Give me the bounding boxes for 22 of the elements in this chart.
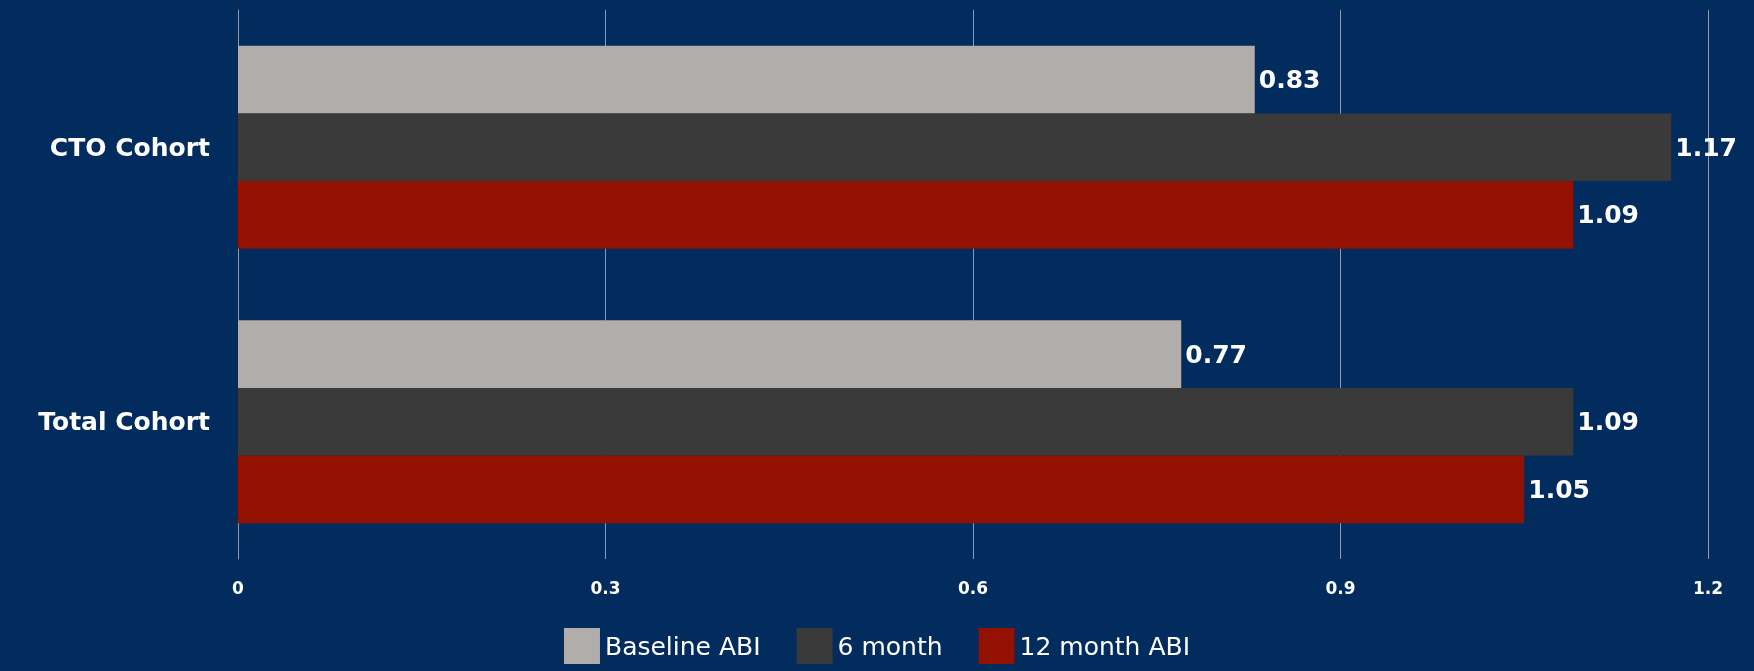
bar xyxy=(238,455,1525,524)
bar xyxy=(238,45,1255,114)
legend-label: Baseline ABI xyxy=(604,631,761,661)
bar xyxy=(238,181,1574,249)
bar xyxy=(238,320,1182,388)
legend-label: 12 month ABI xyxy=(1019,631,1191,661)
x-tick-label: 0.6 xyxy=(957,577,989,598)
legend-label: 6 month xyxy=(837,631,943,661)
data-label: 1.17 xyxy=(1675,132,1737,162)
data-label: 0.83 xyxy=(1258,65,1321,95)
x-tick-label: 0.9 xyxy=(1325,577,1356,598)
data-label: 1.05 xyxy=(1528,474,1590,504)
data-label: 1.09 xyxy=(1577,407,1639,437)
x-tick-label: 1.2 xyxy=(1692,577,1724,598)
bar xyxy=(238,387,1574,456)
x-tick-label: 0 xyxy=(232,577,245,598)
bar xyxy=(238,113,1672,182)
y-tick-label: CTO Cohort xyxy=(49,132,211,162)
data-label: 0.77 xyxy=(1185,339,1247,369)
x-tick-label: 0.3 xyxy=(590,577,621,598)
y-tick-label: Total Cohort xyxy=(38,407,211,437)
data-label: 1.09 xyxy=(1577,200,1639,230)
